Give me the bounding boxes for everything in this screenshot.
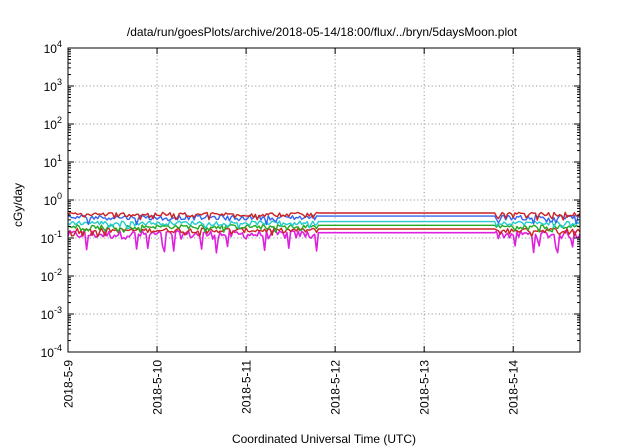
y-tick-label: 103 [44,77,62,94]
y-tick-label: 10-2 [41,267,62,284]
x-axis-label: Coordinated Universal Time (UTC) [232,432,416,446]
y-tick-label: 10-3 [41,305,62,322]
chart-title: /data/run/goesPlots/archive/2018-05-14/1… [127,25,518,39]
x-tick-label: 2018-5-11 [240,360,254,414]
x-tick-label: 2018-5-14 [507,360,521,415]
y-tick-label: 102 [44,115,62,132]
y-tick-label: 101 [44,153,62,170]
x-tick-label: 2018-5-10 [151,360,165,415]
y-axis: 104 103 102 101 100 10-1 10-2 10-3 10-4 [41,39,580,360]
x-axis: 2018-5-9 2018-5-10 2018-5-11 2018-5-12 2018-… [62,48,521,415]
y-tick-label: 10-1 [41,229,62,246]
series-line [67,223,581,234]
grid [68,48,580,352]
x-tick-label: 2018-5-13 [418,360,432,415]
y-tick-label: 100 [44,191,62,208]
series-group [67,211,581,254]
x-tick-label: 2018-5-12 [329,360,343,415]
series-line [67,214,581,226]
x-tick-label: 2018-5-9 [62,360,76,408]
y-tick-label: 10-4 [41,343,62,360]
series-line [67,229,581,254]
series-line [67,227,581,238]
series-line [67,211,581,221]
y-axis-label: cGy/day [11,183,25,227]
y-tick-label: 104 [44,39,62,56]
series-line [67,220,581,230]
